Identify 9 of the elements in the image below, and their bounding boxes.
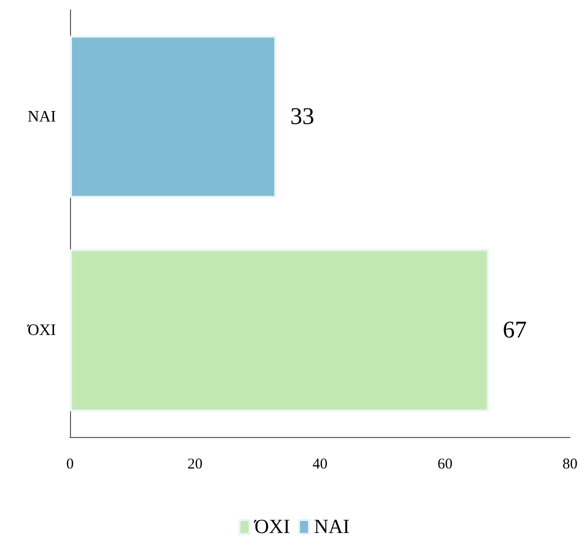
x-tick-label: 40: [312, 456, 328, 472]
x-tick-label: 80: [562, 456, 578, 472]
x-tick-label: 60: [438, 456, 452, 472]
data-label: 67: [502, 317, 527, 344]
x-tick-label: 0: [66, 456, 74, 472]
legend-label: ΌΧΙ: [253, 516, 290, 538]
legend-label: ΝΑΙ: [314, 516, 350, 538]
x-tick-label: 20: [188, 456, 202, 472]
data-label: 33: [290, 104, 314, 130]
